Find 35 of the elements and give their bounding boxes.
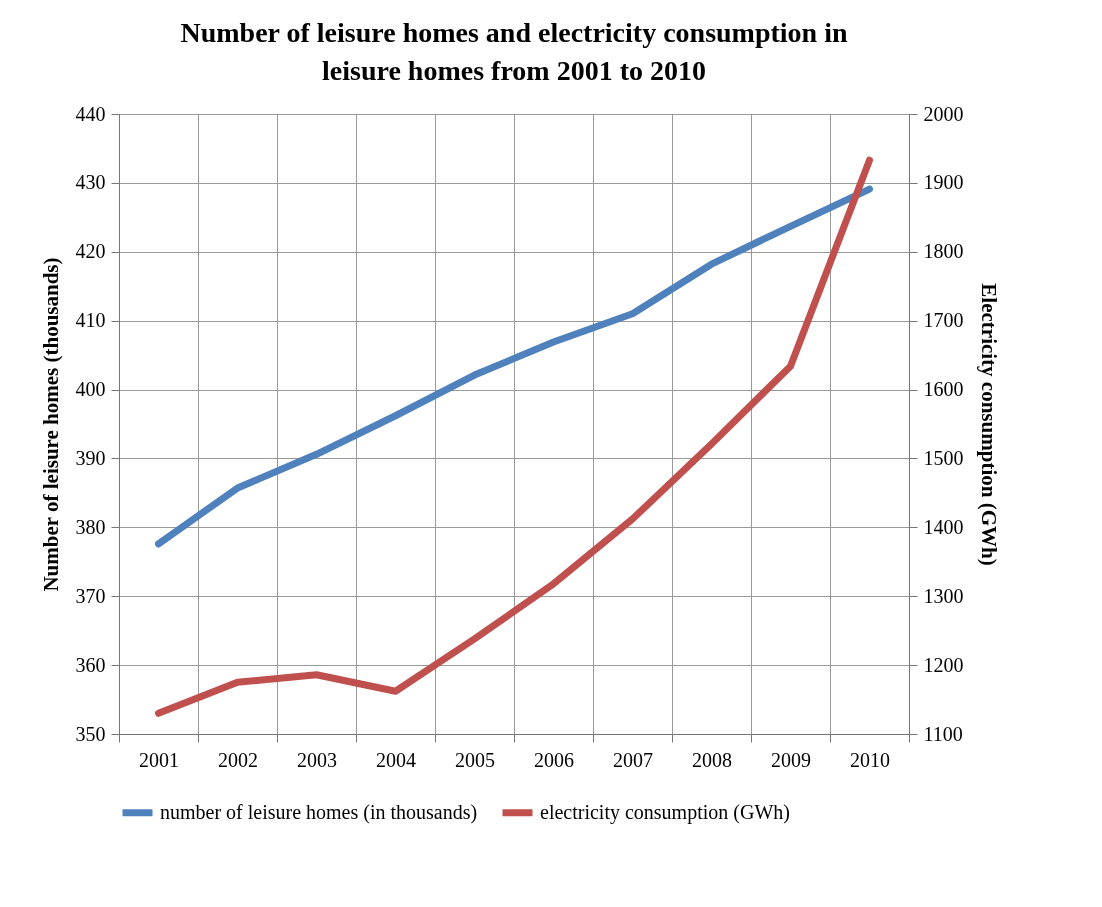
- y-tick-label: 410: [75, 309, 106, 332]
- y-tick-label: 360: [75, 653, 106, 676]
- y-tick-label: 390: [75, 446, 106, 469]
- legend-label: electricity consumption (GWh): [540, 800, 790, 824]
- y2-tick-label: 1600: [923, 378, 964, 401]
- y2-tick-label: 1100: [923, 722, 963, 745]
- y-tick-label: 440: [75, 102, 106, 125]
- y2-tick-label: 1700: [923, 309, 964, 332]
- y-tick-label: 350: [75, 722, 106, 745]
- legend-label: number of leisure homes (in thousands): [160, 800, 478, 824]
- y-tick-label: 380: [75, 515, 106, 538]
- y-tick-label: 420: [75, 240, 106, 263]
- y2-tick-label: 1900: [923, 171, 964, 194]
- x-tick-label: 2007: [613, 748, 653, 771]
- y2-tick-label: 1300: [923, 584, 964, 607]
- y2-tick-label: 1500: [923, 446, 964, 469]
- x-tick-label: 2004: [376, 748, 416, 771]
- x-tick-label: 2008: [692, 748, 732, 771]
- y-axis-title: Number of leisure homes (thousands): [38, 257, 63, 592]
- x-tick-label: 2003: [297, 748, 337, 771]
- x-tick-label: 2002: [218, 748, 258, 771]
- x-tick-label: 2010: [850, 748, 890, 771]
- chart-title: Number of leisure homes and electricity consumption in leisure homes from 2001 to 2010: [180, 17, 848, 86]
- y-tick-label: 370: [75, 584, 106, 607]
- y-tick-label: 430: [75, 171, 106, 194]
- x-tick-label: 2006: [534, 748, 574, 771]
- y2-tick-label: 1400: [923, 515, 964, 538]
- x-tick-label: 2005: [455, 748, 495, 771]
- x-tick-label: 2001: [139, 748, 179, 771]
- y2-tick-label: 1200: [923, 653, 964, 676]
- y2-tick-label: 1800: [923, 240, 964, 263]
- x-tick-label: 2009: [771, 748, 811, 771]
- y2-tick-label: 2000: [923, 102, 964, 125]
- y2-axis-title: Electricity consumption (GWh): [976, 283, 1001, 566]
- y-tick-label: 400: [75, 378, 106, 401]
